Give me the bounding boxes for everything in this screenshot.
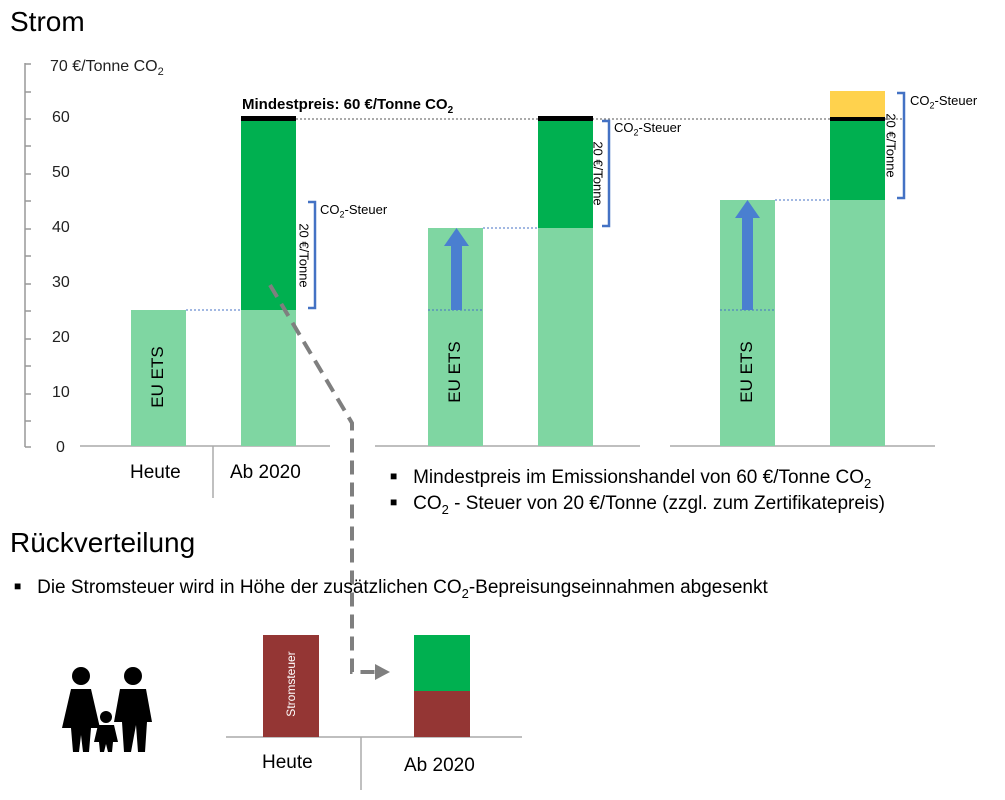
bar-p2-ab2020-co2 — [538, 121, 593, 228]
bar-p2-ab2020-cap — [538, 116, 593, 121]
bar-p3-ab2020-base — [830, 200, 885, 446]
mindestpreis-sub: 2 — [447, 105, 454, 116]
section-title-rueckverteilung: Rückverteilung — [10, 527, 196, 558]
mindestpreis-text: Mindestpreis: 60 €/Tonne CO — [242, 96, 448, 113]
connector-arrow-head — [375, 664, 390, 680]
bar-p1-heute-eu-ets — [131, 310, 186, 446]
y-tick-60: 60 — [52, 109, 70, 126]
label-eu-ets-p1: EU ETS — [148, 346, 167, 408]
bar-s2-ab2020-green — [414, 635, 470, 691]
co2-sub: 2 — [633, 127, 639, 138]
bullet-square: ■ — [390, 469, 398, 483]
bullet-text-pre: Die Stromsteuer wird in Höhe der zusätzl… — [37, 577, 462, 598]
bullet-sub: 2 — [461, 585, 469, 601]
label-co2-steuer-p1: CO2-Steuer — [320, 202, 387, 220]
label-co2-steuer-p2: CO2-Steuer — [614, 120, 681, 138]
co2-text: CO — [614, 120, 634, 135]
bar-p3-ab2020-co2 — [830, 121, 885, 200]
bar-p1-ab2020-cap — [241, 116, 296, 121]
bar-s2-heute-stromsteuer — [263, 635, 319, 737]
bullet-co2-steuer: ■ CO2 - Steuer von 20 €/Tonne (zzgl. zum… — [390, 493, 885, 517]
category-ab2020: Ab 2020 — [230, 462, 301, 483]
arrow-p2-shaft — [451, 244, 462, 310]
label-stromsteuer-bar: Stromsteuer — [284, 651, 298, 717]
y-axis-unit-text: 70 €/Tonne CO — [50, 58, 158, 75]
label-mindestpreis: Mindestpreis: 60 €/Tonne CO2 — [242, 96, 453, 116]
bar-p3-ab2020-cap — [830, 117, 885, 121]
steuer-text: -Steuer — [934, 93, 978, 108]
bar-p1-ab2020-co2 — [241, 121, 296, 310]
bullet-stromsteuer: ■ Die Stromsteuer wird in Höhe der zusät… — [14, 577, 768, 601]
label-co2-steuer-p3: CO2-Steuer — [910, 93, 977, 111]
brace-p2 — [602, 119, 611, 228]
y-tick-40: 40 — [52, 219, 70, 236]
label-eu-ets-p3: EU ETS — [737, 341, 756, 403]
bar-p2-ab2020-base — [538, 228, 593, 446]
y-tick-0: 0 — [56, 439, 65, 456]
family-icon — [62, 667, 152, 752]
co2-text: CO — [910, 93, 930, 108]
bullet-text-post: -Bepreisungseinnahmen abgesenkt — [468, 577, 768, 598]
bar-s2-ab2020-red — [414, 691, 470, 737]
steuer-text: -Steuer — [638, 120, 682, 135]
label-20-tonne-p2: 20 €/Tonne — [590, 141, 606, 206]
y-tick-20: 20 — [52, 329, 70, 346]
steuer-text: -Steuer — [344, 202, 388, 217]
bullet-sub: 2 — [864, 475, 872, 491]
bullet-square: ■ — [14, 579, 22, 593]
category-s2-ab2020: Ab 2020 — [404, 755, 475, 776]
bullet-sub: 2 — [441, 501, 449, 517]
y-axis-ticks — [25, 63, 31, 448]
connector-arrow — [268, 283, 375, 674]
category-s2-heute: Heute — [262, 752, 313, 773]
co2-sub: 2 — [339, 209, 345, 220]
y-tick-30: 30 — [52, 274, 70, 291]
label-20-tonne-p3: 20 €/Tonne — [883, 113, 899, 178]
bullet-text: - Steuer von 20 €/Tonne (zzgl. zum Zerti… — [448, 493, 885, 514]
co2-sub: 2 — [929, 100, 935, 111]
co2-text: CO — [320, 202, 340, 217]
category-heute: Heute — [130, 462, 181, 483]
brace-p3 — [897, 91, 906, 200]
arrow-p2-head — [444, 228, 469, 246]
y-tick-10: 10 — [52, 384, 70, 401]
brace-p1 — [308, 200, 317, 310]
y-axis-unit-label: 70 €/Tonne CO2 — [50, 58, 164, 78]
y-axis-unit-sub: 2 — [157, 66, 164, 79]
label-eu-ets-p2: EU ETS — [445, 341, 464, 403]
label-20-tonne-p1: 20 €/Tonne — [296, 223, 312, 288]
section-title-strom: Strom — [10, 6, 85, 37]
arrow-p3-head — [735, 200, 760, 218]
bullet-mindestpreis: ■ Mindestpreis im Emissionshandel von 60… — [390, 467, 871, 491]
y-tick-50: 50 — [52, 164, 70, 181]
bar-p3-ab2020-yellow — [830, 91, 885, 117]
bullet-text: Mindestpreis im Emissionshandel von 60 €… — [413, 467, 865, 488]
arrow-p3-shaft — [742, 216, 753, 310]
bullet-text-pre: CO — [413, 493, 442, 514]
bar-p1-ab2020-base — [241, 310, 296, 446]
bullet-square: ■ — [390, 495, 398, 509]
